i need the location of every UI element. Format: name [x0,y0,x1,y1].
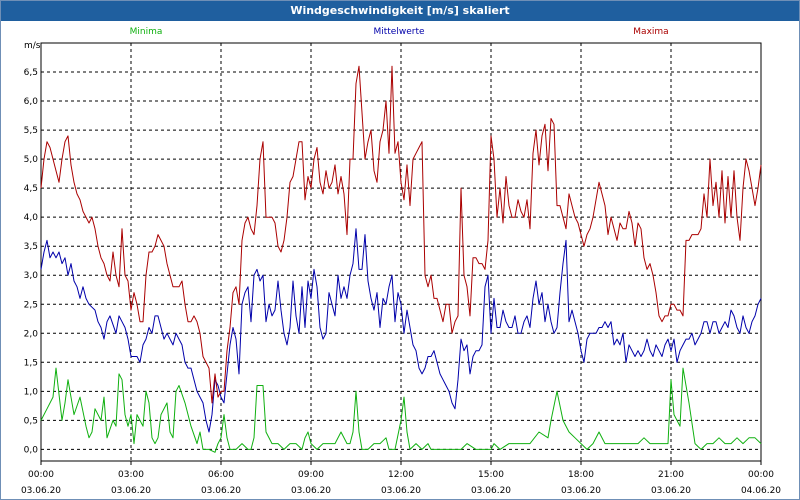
x-tick-date-label: 03.06.20 [561,486,601,496]
x-tick-date-label: 03.06.20 [291,486,331,496]
x-tick-time-label: 18:00 [568,470,594,480]
x-tick-time-label: 03:00 [118,470,144,480]
chart-canvas: m/s Minima Mittelwerte Maxima 0,0 0,5 1,0 1… [21,27,781,496]
legend-mittelwerte: Mittelwerte [373,27,424,37]
y-tick-label: 1,5 [24,358,38,368]
x-tick-date-label: 03.06.20 [381,486,421,496]
window-title: Windgeschwindigkeit [m/s] skaliert [1,1,799,21]
x-tick-date-label: 03.06.20 [111,486,151,496]
x-tick-time-label: 06:00 [208,470,234,480]
y-tick-label: 1,0 [24,387,39,397]
y-axis-unit-label: m/s [24,41,41,51]
y-tick-label: 0,0 [24,445,39,455]
series-maxima-line [40,65,762,404]
y-tick-label: 3,0 [24,271,39,281]
series-minima-line [40,367,762,453]
x-tick-time-label: 00:00 [28,470,54,480]
y-tick-label: 2,5 [24,300,38,310]
x-tick-date-label: 03.06.20 [651,486,691,496]
legend-maxima: Maxima [633,27,668,37]
y-tick-label: 6,5 [24,68,38,78]
y-tick-label: 6,0 [24,97,39,107]
y-tick-label: 5,5 [24,126,38,136]
x-tick-date-label: 04.06.20 [741,486,781,496]
x-tick-date-label: 03.06.20 [21,486,61,496]
y-tick-label: 4,0 [24,213,39,223]
x-tick-time-label: 21:00 [658,470,684,480]
x-tick-date-label: 03.06.20 [201,486,241,496]
y-tick-label: 0,5 [24,416,38,426]
x-tick-date-label: 03.06.20 [471,486,511,496]
y-tick-label: 2,0 [24,329,39,339]
y-tick-label: 4,5 [24,184,38,194]
x-tick-time-label: 15:00 [478,470,504,480]
y-tick-label: 3,5 [24,242,38,252]
x-tick-time-label: 12:00 [388,470,414,480]
x-tick-time-label: 09:00 [298,470,324,480]
series-mittelwerte-line [40,228,762,433]
legend-minima: Minima [130,27,163,37]
x-tick-time-label: 00:00 [748,470,774,480]
y-tick-label: 5,0 [24,155,39,165]
